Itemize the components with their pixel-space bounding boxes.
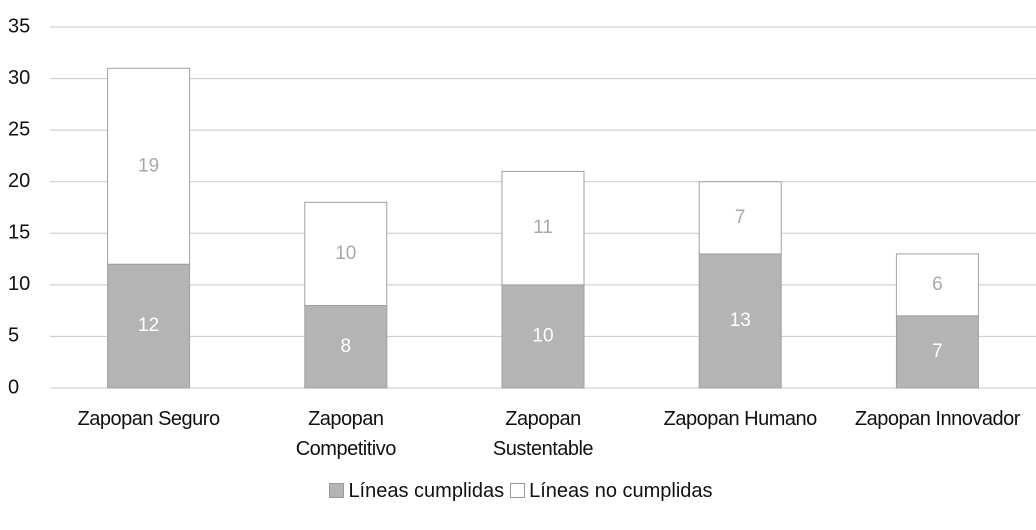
bar-segment <box>304 201 388 306</box>
x-tick-label: Zapopan Innovador <box>854 408 1020 430</box>
y-tick-label: 20 <box>8 170 30 192</box>
y-tick-label: 25 <box>8 118 30 140</box>
data-label: 7 <box>932 341 943 362</box>
data-label: 19 <box>138 155 159 176</box>
y-tick-label: 10 <box>8 273 30 295</box>
data-label: 12 <box>138 315 159 336</box>
x-tick-label: Zapopan Sustentable <box>492 408 594 460</box>
data-label: 10 <box>532 325 553 346</box>
data-label: 7 <box>735 207 746 228</box>
y-tick-label: 5 <box>8 325 19 347</box>
bar-segment <box>501 284 585 389</box>
bar-segment <box>895 315 979 389</box>
data-label: 6 <box>932 274 943 295</box>
bar-segment <box>304 304 388 389</box>
x-tick-label: Zapopan Competitivo <box>295 408 397 460</box>
data-label: 11 <box>533 217 553 238</box>
y-tick-label: 0 <box>8 376 19 398</box>
legend-swatch <box>329 483 345 498</box>
bar-segment <box>501 170 585 286</box>
bar-segment <box>107 263 191 389</box>
bar-segment <box>698 253 782 389</box>
data-label: 8 <box>341 336 352 357</box>
data-label: 10 <box>335 243 356 264</box>
legend-label: Líneas cumplidas <box>348 480 505 502</box>
x-tick-label: Zapopan Seguro <box>77 408 221 430</box>
bar-segment <box>107 67 191 265</box>
legend-swatch <box>510 483 526 498</box>
data-label: 13 <box>730 310 751 331</box>
bar-segment <box>698 181 782 255</box>
y-tick-label: 35 <box>8 15 30 37</box>
y-tick-label: 30 <box>8 67 30 89</box>
y-tick-label: 15 <box>8 222 30 244</box>
x-tick-label: Zapopan Humano <box>663 408 818 430</box>
legend-label: Líneas no cumplidas <box>529 480 713 502</box>
bar-segment <box>895 253 979 317</box>
legend: Líneas cumplidas Líneas no cumplidas <box>0 480 1036 503</box>
